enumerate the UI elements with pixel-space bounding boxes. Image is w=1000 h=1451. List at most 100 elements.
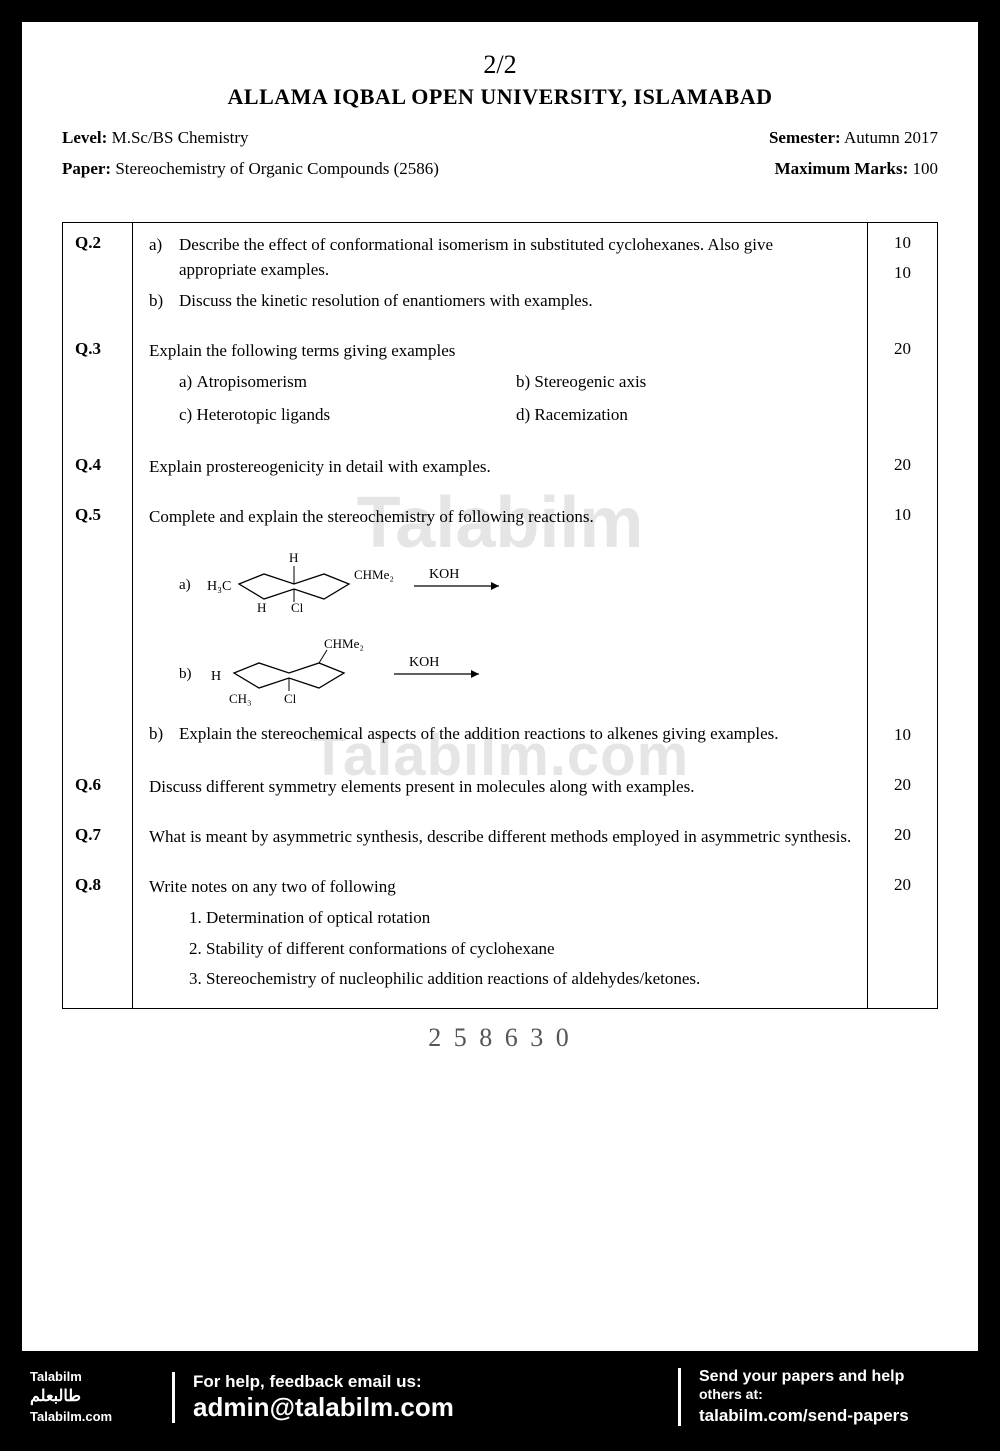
question-row: Q.6 Discuss different symmetry elements … [62, 765, 937, 815]
svg-text:H: H [289, 550, 298, 565]
question-intro: What is meant by asymmetric synthesis, d… [149, 827, 851, 846]
cyclohexane-chair-icon: b) H CHMe₂ CH₃ Cl KOH [179, 628, 579, 708]
note-item: 2. Stability of different conformations … [189, 937, 853, 962]
question-intro: Complete and explain the stereochemistry… [149, 505, 853, 530]
marks-cell: 20 [867, 815, 937, 865]
part-label: b) [149, 722, 179, 747]
mark-value: 20 [876, 825, 929, 845]
svg-text:Cl: Cl [291, 600, 304, 614]
svg-text:a): a) [179, 577, 191, 593]
chem-figure-b: b) H CHMe₂ CH₃ Cl KOH [179, 628, 853, 708]
mark-value: 20 [876, 339, 929, 359]
term-text: Racemization [534, 405, 627, 424]
marks-cell: 10 10 [867, 495, 937, 765]
question-body: Explain the following terms giving examp… [132, 329, 867, 445]
question-row: Q.2 a)Describe the effect of conformatio… [62, 223, 937, 329]
term-label: b) [516, 372, 530, 391]
marks-label: Maximum Marks: [775, 159, 909, 178]
svg-text:Cl: Cl [284, 691, 297, 706]
question-number: Q.7 [62, 815, 132, 865]
footer-right: Send your papers and help others at: tal… [678, 1368, 978, 1426]
cyclohexane-chair-icon: a) H₃C H CHMe₂ Cl H KOH [179, 544, 579, 614]
term-grid: a) Atropisomerism b) Stereogenic axis c)… [179, 370, 853, 435]
note-item: 3. Stereochemistry of nucleophilic addit… [189, 967, 853, 992]
part-text: Explain the stereochemical aspects of th… [179, 722, 853, 747]
part-text: Discuss the kinetic resolution of enanti… [179, 289, 853, 314]
mark-value: 10 [876, 505, 929, 525]
mark-value: 10 [876, 263, 929, 283]
footer-send-url: talabilm.com/send-papers [699, 1406, 978, 1426]
part-text: Describe the effect of conformational is… [179, 233, 853, 282]
question-table: Q.2 a)Describe the effect of conformatio… [62, 222, 938, 1008]
mark-value: 20 [876, 875, 929, 895]
marks-cell: 20 [867, 765, 937, 815]
footer-email: admin@talabilm.com [193, 1392, 678, 1423]
university-title: ALLAMA IQBAL OPEN UNIVERSITY, ISLAMABAD [62, 84, 938, 110]
svg-text:CHMe₂: CHMe₂ [354, 567, 394, 582]
mark-value: 10 [876, 233, 929, 253]
term-text: Heterotopic ligands [196, 405, 330, 424]
question-row: Q.8 Write notes on any two of following … [62, 865, 937, 1009]
meta-row-1: Level: M.Sc/BS Chemistry Semester: Autum… [62, 124, 938, 151]
page-footer: Talabilm طالبعلم Talabilm.com For help, … [22, 1361, 978, 1433]
question-body: Discuss different symmetry elements pres… [132, 765, 867, 815]
question-intro: Explain prostereogenicity in detail with… [149, 457, 491, 476]
svg-text:KOH: KOH [409, 655, 439, 670]
term-label: d) [516, 405, 530, 424]
question-number: Q.8 [62, 865, 132, 1008]
question-intro: Write notes on any two of following [149, 875, 853, 900]
notes-list: 1. Determination of optical rotation 2. … [189, 906, 853, 992]
exam-page: Talabilm Talabilm.com 2/2 ALLAMA IQBAL O… [22, 22, 978, 1351]
question-number: Q.6 [62, 765, 132, 815]
brand-text-1: Talabilm [30, 1368, 172, 1386]
footer-send-label-1: Send your papers and help [699, 1368, 978, 1386]
level-value: M.Sc/BS Chemistry [112, 128, 249, 147]
part-label: b) [149, 289, 179, 314]
semester-label: Semester: [769, 128, 841, 147]
question-body: Complete and explain the stereochemistry… [132, 495, 867, 765]
mark-value: 10 [876, 725, 929, 745]
svg-text:H: H [257, 600, 266, 614]
meta-row-2: Paper: Stereochemistry of Organic Compou… [62, 155, 938, 182]
marks-cell: 20 [867, 329, 937, 445]
svg-text:CHMe₂: CHMe₂ [324, 636, 364, 651]
handwritten-code: 2 5 8 6 3 0 [62, 1023, 938, 1053]
marks-cell: 20 [867, 865, 937, 1008]
question-body: Write notes on any two of following 1. D… [132, 865, 867, 1008]
question-intro: Discuss different symmetry elements pres… [149, 777, 694, 796]
chem-figure-a: a) H₃C H CHMe₂ Cl H KOH [179, 544, 853, 614]
part-label: a) [149, 233, 179, 282]
question-row: Q.7 What is meant by asymmetric synthesi… [62, 815, 937, 865]
term-label: a) [179, 372, 192, 391]
question-intro: Explain the following terms giving examp… [149, 339, 853, 364]
footer-send-label-2: others at: [699, 1386, 978, 1402]
question-row: Q.5 Complete and explain the stereochemi… [62, 495, 937, 765]
svg-text:KOH: KOH [429, 567, 459, 582]
svg-text:CH₃: CH₃ [229, 691, 252, 706]
footer-mid: For help, feedback email us: admin@talab… [172, 1372, 678, 1423]
question-body: What is meant by asymmetric synthesis, d… [132, 815, 867, 865]
question-body: Explain prostereogenicity in detail with… [132, 445, 867, 495]
term-label: c) [179, 405, 192, 424]
marks-cell: 20 [867, 445, 937, 495]
marks-cell: 10 10 [867, 223, 937, 329]
note-item: 1. Determination of optical rotation [189, 906, 853, 931]
brand-text-arabic: طالبعلم [30, 1386, 172, 1408]
mark-value: 20 [876, 455, 929, 475]
paper-label: Paper: [62, 159, 111, 178]
question-number: Q.3 [62, 329, 132, 445]
svg-text:H: H [211, 669, 221, 684]
paper-value: Stereochemistry of Organic Compounds (25… [115, 159, 439, 178]
marks-value: 100 [913, 159, 939, 178]
mark-value: 20 [876, 775, 929, 795]
footer-help-label: For help, feedback email us: [193, 1372, 678, 1392]
question-number: Q.4 [62, 445, 132, 495]
semester-value: Autumn 2017 [844, 128, 938, 147]
brand-text-url: Talabilm.com [30, 1408, 172, 1426]
question-number: Q.5 [62, 495, 132, 765]
question-row: Q.4 Explain prostereogenicity in detail … [62, 445, 937, 495]
term-text: Stereogenic axis [534, 372, 646, 391]
svg-text:H₃C: H₃C [207, 579, 231, 594]
question-body: a)Describe the effect of conformational … [132, 223, 867, 329]
question-row: Q.3 Explain the following terms giving e… [62, 329, 937, 445]
